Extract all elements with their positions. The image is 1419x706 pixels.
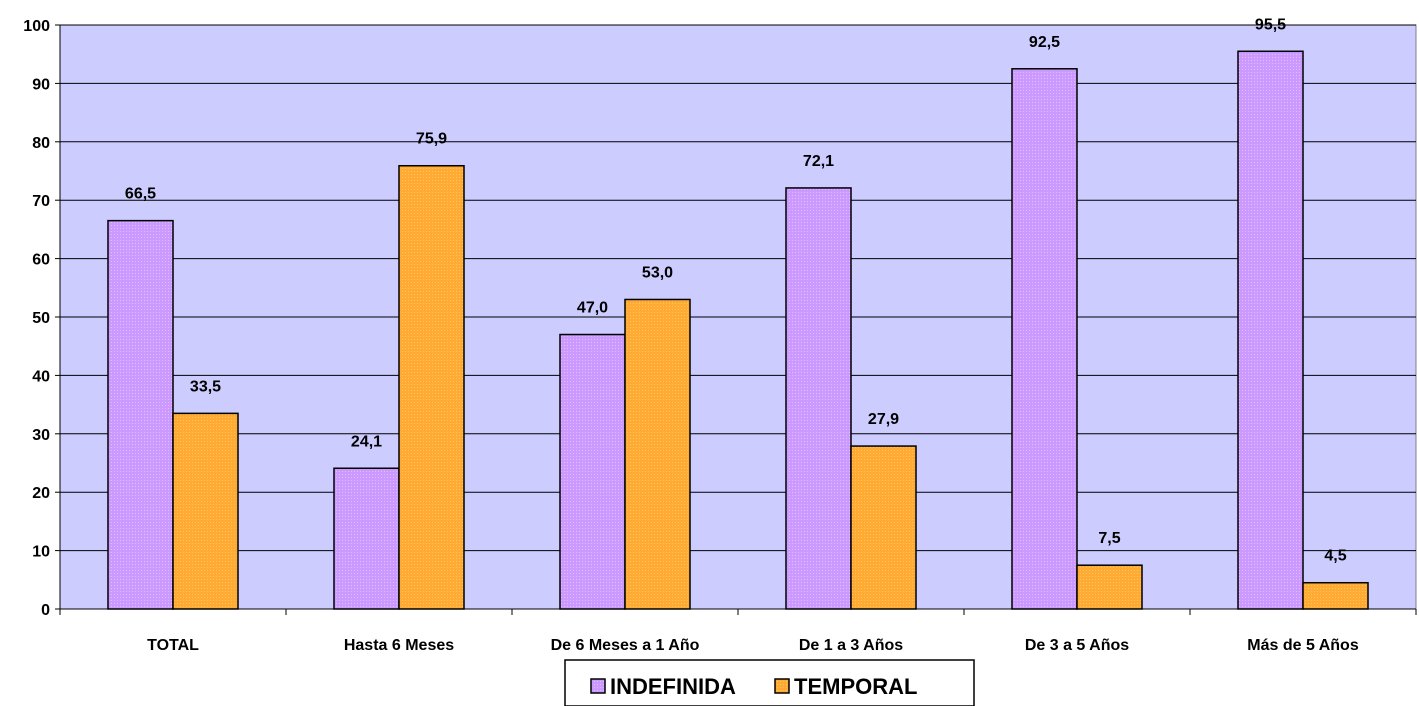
data-label: 92,5: [1029, 34, 1060, 51]
x-category-label: De 1 a 3 Años: [799, 637, 903, 654]
axes: [55, 24, 1417, 615]
y-tick-label: 90: [32, 76, 50, 93]
data-label: 95,5: [1255, 16, 1286, 33]
legend-box: [564, 659, 975, 706]
x-category-label: TOTAL: [147, 637, 199, 654]
bar-temporal-5: [1302, 581, 1369, 610]
legend-label: INDEFINIDA: [610, 674, 736, 699]
y-tick-label: 20: [32, 485, 50, 502]
y-tick-label: 40: [32, 368, 50, 385]
legend-label: TEMPORAL: [794, 674, 917, 699]
bar-temporal-2: [624, 298, 691, 610]
data-label: 27,9: [868, 411, 899, 428]
y-tick-label: 70: [32, 193, 50, 210]
bar-indefinida-5: [1237, 50, 1304, 610]
data-label: 33,5: [190, 378, 221, 395]
bar-indefinida-2: [559, 333, 626, 610]
data-label: 7,5: [1098, 530, 1120, 547]
y-tick-label: 80: [32, 135, 50, 152]
y-tick-label: 50: [32, 310, 50, 327]
x-category-label: Más de 5 Años: [1247, 637, 1359, 654]
bar-temporal-1: [398, 164, 465, 610]
y-tick-label: 30: [32, 427, 50, 444]
data-label: 47,0: [577, 300, 608, 317]
data-label: 24,1: [351, 433, 382, 450]
y-tick-label: 0: [41, 602, 50, 619]
bar-indefinida-0: [107, 219, 174, 610]
x-category-label: Hasta 6 Meses: [344, 637, 454, 654]
bar-indefinida-3: [785, 187, 852, 610]
data-labels: 66,5 33,5 24,1 75,9 47,0 53,0 72,1 27,9 92,5 7,5 9…: [125, 16, 1347, 564]
bar-indefinida-1: [333, 467, 400, 610]
y-tick-label: 60: [32, 252, 50, 269]
y-tick-label: 10: [32, 544, 50, 561]
legend: INDEFINIDA TEMPORAL: [564, 659, 975, 706]
gridlines: [60, 24, 1416, 552]
data-label: 53,0: [642, 264, 673, 281]
x-axis-categories: TOTAL Hasta 6 Meses De 6 Meses a 1 Año De 1…: [147, 637, 1359, 654]
bar-temporal-0: [172, 412, 239, 610]
legend-swatch-indefinida: [590, 678, 606, 694]
data-label: 66,5: [125, 186, 156, 203]
bar-indefinida-4: [1011, 68, 1078, 610]
data-label: 4,5: [1324, 548, 1346, 565]
data-label: 72,1: [803, 153, 834, 170]
bar-temporal-3: [850, 445, 917, 610]
x-category-label: De 6 Meses a 1 Año: [551, 637, 700, 654]
x-category-label: De 3 a 5 Años: [1025, 637, 1129, 654]
data-label: 75,9: [416, 131, 447, 148]
y-axis-ticks: 0 10 20 30 40 50 60 70 80 90 100: [23, 18, 50, 619]
bar-temporal-4: [1076, 564, 1143, 610]
legend-swatch-temporal: [774, 678, 790, 694]
y-tick-label: 100: [23, 18, 50, 35]
